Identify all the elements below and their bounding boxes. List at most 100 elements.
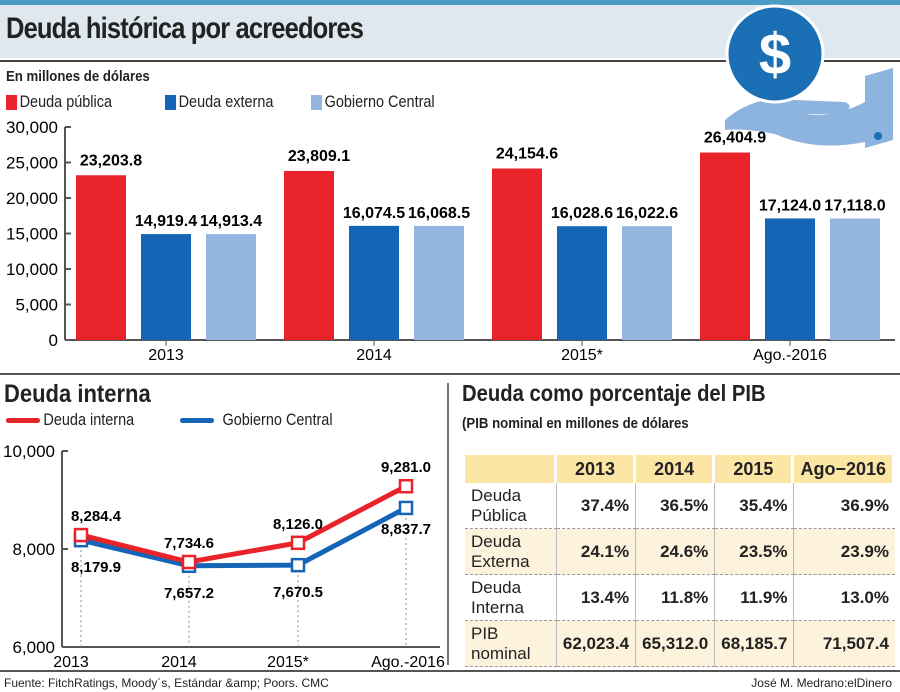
bar-value-label: 16,028.6 <box>551 205 613 222</box>
data-point-marker <box>290 535 306 551</box>
bar-chart: 0 5,000 10,000 15,000 20,000 25,000 30,000 23,2… <box>6 118 895 364</box>
legend-label: Gobierno Central <box>222 410 333 429</box>
title-divider <box>0 60 900 62</box>
top-rule <box>0 0 900 5</box>
legend-line <box>180 417 214 423</box>
hand-dollar-icon: $ <box>725 4 893 148</box>
legend-swatch <box>6 94 18 110</box>
data-point-marker <box>290 557 306 573</box>
bar-value-label: 24,154.6 <box>496 146 558 163</box>
table-cell: 37.4% <box>556 483 637 529</box>
column-header: 2014 <box>636 455 716 483</box>
legend-deuda-externa: Deuda externa <box>165 92 273 112</box>
bar-value-label: 17,118.0 <box>824 197 886 214</box>
row-label: Deuda Pública <box>465 483 557 529</box>
x-tick-label: 2015* <box>561 347 603 364</box>
section-divider <box>0 373 900 375</box>
table-cell: 24.1% <box>556 529 637 575</box>
bar-value-label: 16,068.5 <box>408 205 470 222</box>
table-cell: 36.9% <box>794 483 895 529</box>
bar-value-label: 14,919.4 <box>135 213 197 230</box>
table-row: Deuda Externa 24.1% 24.6% 23.5% 23.9% <box>465 529 895 575</box>
bar <box>765 218 815 340</box>
column-header: 2015 <box>715 455 795 483</box>
legend-label: Deuda externa <box>178 92 274 111</box>
bar <box>830 218 880 340</box>
bar <box>76 175 126 340</box>
table-cell: 11.8% <box>636 575 716 621</box>
source-note: Fuente: FitchRatings, Moody´s, Estándar … <box>4 676 329 690</box>
table-cell: 13.0% <box>794 575 895 621</box>
legend-line <box>6 417 40 423</box>
column-header <box>465 455 557 483</box>
table-row: Deuda Pública 37.4% 36.5% 35.4% 36.9% <box>465 483 895 529</box>
pib-table: 2013 2014 2015 Ago−2016 Deuda Pública 37.4% 36… <box>465 455 895 667</box>
bar <box>557 226 607 340</box>
table-row: Deuda Interna 13.4% 11.8% 11.9% 13.0% <box>465 575 895 621</box>
bar <box>141 234 191 340</box>
x-tick-label: 2013 <box>148 347 184 364</box>
bar <box>492 168 542 340</box>
y-tick-label: 10,000 <box>3 442 55 461</box>
data-point-label: 8,126.0 <box>273 516 323 533</box>
x-tick-label: 2015* <box>267 654 309 670</box>
bar-value-label: 16,074.5 <box>343 205 405 222</box>
line-chart-title: Deuda interna <box>4 380 151 408</box>
footer-divider <box>0 670 900 672</box>
data-point-label: 7,734.6 <box>164 535 214 552</box>
line-chart: 6,000 8,000 10,000 2013 2014 2015* Ago.-2016 8,… <box>3 442 445 670</box>
x-tick-label: Ago.-2016 <box>753 347 827 364</box>
column-header: Ago−2016 <box>794 455 895 483</box>
table-cell: 68,185.7 <box>715 621 795 667</box>
units-subtitle: En millones de dólares <box>6 68 150 85</box>
table-subtitle: (PIB nominal en millones de dólares <box>462 415 689 432</box>
data-point-label: 7,657.2 <box>164 585 214 602</box>
y-tick-label: 15,000 <box>6 225 58 244</box>
bar <box>622 226 672 340</box>
y-tick-label: 6,000 <box>12 638 55 657</box>
y-tick-label: 10,000 <box>6 260 58 279</box>
data-point-label: 9,281.0 <box>381 459 431 476</box>
column-divider <box>447 383 449 665</box>
legend-gobierno-central-line: Gobierno Central <box>180 410 333 430</box>
bar-value-label: 23,203.8 <box>80 152 142 169</box>
legend-swatch <box>165 94 177 110</box>
bar <box>284 170 334 340</box>
table-title: Deuda como porcentaje del PIB <box>462 380 766 406</box>
data-point-marker <box>181 554 197 570</box>
table-row: PIB nominal 62,023.4 65,312.0 68,185.7 71,50… <box>465 621 895 667</box>
bar-value-label: 16,022.6 <box>616 205 678 222</box>
legend-label: Deuda pública <box>19 92 112 111</box>
row-label: PIB nominal <box>465 621 557 667</box>
table-cell: 62,023.4 <box>556 621 637 667</box>
y-tick-label: 8,000 <box>12 540 55 559</box>
svg-text:$: $ <box>759 22 791 87</box>
data-point-marker <box>73 527 89 543</box>
credit: José M. Medrano:elDinero <box>751 676 892 690</box>
x-tick-label: 2014 <box>161 654 197 670</box>
y-tick-label: 0 <box>49 331 58 350</box>
bar-value-label: 23,809.1 <box>288 148 350 165</box>
table-cell: 71,507.4 <box>794 621 895 667</box>
legend-label: Deuda interna <box>43 410 135 429</box>
table-cell: 13.4% <box>556 575 637 621</box>
bar-value-label: 26,404.9 <box>704 130 766 147</box>
y-tick-label: 30,000 <box>6 118 58 137</box>
series-line <box>80 484 408 565</box>
table-header-row: 2013 2014 2015 Ago−2016 <box>465 455 895 483</box>
x-tick-label: 2013 <box>53 654 89 670</box>
legend-gobierno-central: Gobierno Central <box>311 92 435 112</box>
legend-deuda-interna: Deuda interna <box>6 410 134 430</box>
y-tick-label: 5,000 <box>15 296 58 315</box>
bar <box>206 234 256 340</box>
bar <box>349 225 399 340</box>
legend-swatch <box>311 94 323 110</box>
bar <box>700 152 750 340</box>
bar <box>414 225 464 340</box>
table-cell: 23.5% <box>715 529 795 575</box>
bar-value-label: 14,913.4 <box>200 213 262 230</box>
table-cell: 24.6% <box>636 529 716 575</box>
table-cell: 35.4% <box>715 483 795 529</box>
table-cell: 36.5% <box>636 483 716 529</box>
